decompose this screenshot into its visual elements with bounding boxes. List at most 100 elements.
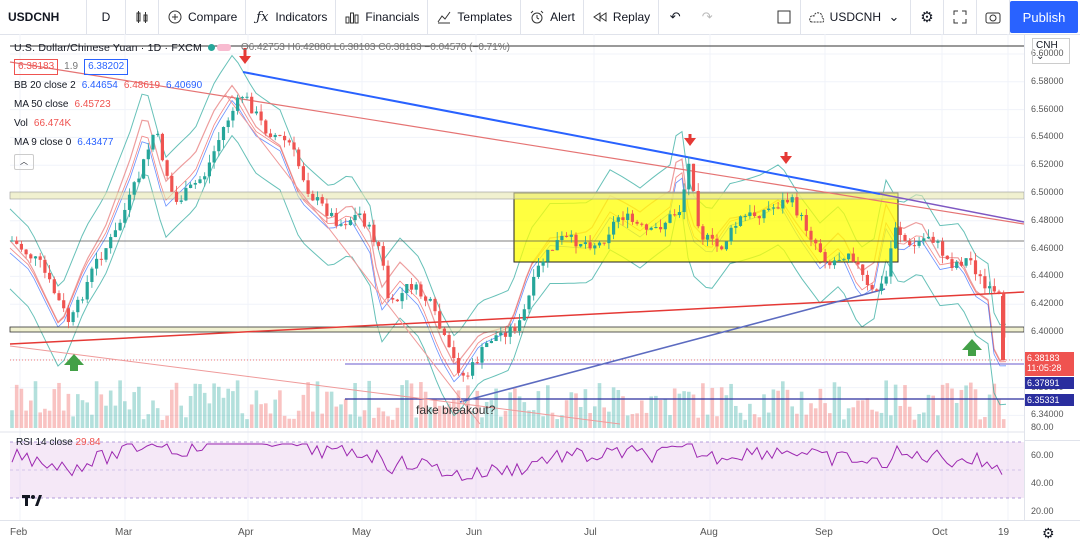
candle-body[interactable]: [442, 328, 446, 335]
candle-body[interactable]: [917, 241, 921, 246]
candle-body[interactable]: [776, 207, 780, 209]
candle-body[interactable]: [377, 242, 381, 247]
fake-breakout-note[interactable]: fake breakout?: [416, 403, 496, 417]
layout-name-button[interactable]: USDCNH ⌄: [801, 0, 911, 34]
last-candle[interactable]: [1001, 296, 1005, 360]
candle-body[interactable]: [160, 133, 164, 161]
candle-body[interactable]: [936, 241, 940, 243]
candle-body[interactable]: [997, 291, 1001, 294]
candle-body[interactable]: [414, 284, 418, 290]
candle-body[interactable]: [875, 289, 879, 291]
candle-body[interactable]: [602, 242, 606, 244]
last-price-tag[interactable]: 6.38183 11:05:28: [1025, 352, 1074, 376]
candle-body[interactable]: [682, 189, 686, 213]
candle-body[interactable]: [109, 237, 113, 249]
candle-body[interactable]: [297, 149, 301, 167]
candle-body[interactable]: [973, 260, 978, 275]
candle-body[interactable]: [522, 309, 526, 321]
candle-body[interactable]: [207, 162, 211, 177]
green-up-arrow-feb[interactable]: [64, 354, 84, 371]
candle-body[interactable]: [170, 175, 174, 192]
candle-body[interactable]: [546, 249, 550, 262]
candle-body[interactable]: [847, 253, 851, 260]
rsi-legend[interactable]: RSI 14 close 29.84: [16, 437, 101, 448]
candle-body[interactable]: [941, 241, 945, 256]
purple-falling-trendline[interactable]: [879, 193, 1024, 223]
candle-body[interactable]: [62, 300, 66, 309]
candle-body[interactable]: [372, 224, 376, 243]
candle-body[interactable]: [593, 245, 597, 249]
candle-body[interactable]: [828, 261, 832, 266]
candle-body[interactable]: [80, 299, 85, 301]
candle-body[interactable]: [691, 163, 696, 191]
candle-body[interactable]: [649, 227, 653, 230]
candle-body[interactable]: [884, 276, 888, 284]
legend-ma9-row[interactable]: MA 9 close 0 6.43477: [14, 133, 510, 152]
candle-body[interactable]: [724, 241, 728, 250]
candle-body[interactable]: [513, 326, 517, 331]
candle-body[interactable]: [438, 311, 442, 329]
candle-body[interactable]: [494, 335, 498, 341]
candle-body[interactable]: [287, 140, 291, 143]
legend-bb-row[interactable]: BB 20 close 2 6.44654 6.48619 6.40690: [14, 76, 510, 95]
candle-body[interactable]: [226, 120, 230, 128]
candle-body[interactable]: [738, 216, 743, 226]
candle-body[interactable]: [400, 293, 404, 302]
candle-body[interactable]: [903, 234, 907, 241]
candle-body[interactable]: [574, 234, 578, 247]
candle-body[interactable]: [527, 295, 531, 310]
candle-body[interactable]: [424, 296, 428, 301]
candle-body[interactable]: [677, 212, 681, 216]
candle-body[interactable]: [19, 243, 23, 250]
red-down-arrow-jul[interactable]: [684, 134, 696, 146]
candle-body[interactable]: [983, 276, 987, 289]
candle-body[interactable]: [565, 235, 569, 237]
symbol-search-button[interactable]: USDCNH: [0, 0, 87, 34]
candle-body[interactable]: [978, 274, 982, 277]
candle-body[interactable]: [433, 298, 437, 312]
candle-body[interactable]: [95, 258, 99, 269]
candle-body[interactable]: [663, 222, 667, 230]
candle-body[interactable]: [174, 191, 179, 202]
candle-body[interactable]: [15, 240, 19, 244]
candle-body[interactable]: [344, 224, 348, 226]
candle-body[interactable]: [861, 264, 865, 275]
candle-body[interactable]: [278, 134, 282, 136]
candle-body[interactable]: [659, 227, 663, 230]
candle-body[interactable]: [988, 286, 992, 289]
candle-body[interactable]: [607, 234, 611, 244]
candle-body[interactable]: [898, 227, 902, 235]
candle-body[interactable]: [757, 216, 761, 219]
candle-body[interactable]: [217, 140, 221, 152]
candle-body[interactable]: [428, 298, 432, 301]
legend-toggle[interactable]: [207, 44, 231, 51]
red-falling-trendline[interactable]: [9, 61, 1024, 225]
candle-body[interactable]: [696, 190, 700, 227]
candle-body[interactable]: [640, 223, 644, 225]
candle-body[interactable]: [151, 134, 155, 150]
resistance-zone[interactable]: [9, 191, 1024, 200]
candle-body[interactable]: [254, 111, 258, 114]
candle-body[interactable]: [955, 261, 959, 268]
candle-body[interactable]: [118, 222, 122, 231]
candle-body[interactable]: [339, 224, 343, 226]
candle-body[interactable]: [922, 238, 926, 242]
candle-body[interactable]: [729, 227, 733, 242]
candle-body[interactable]: [767, 208, 771, 211]
publish-button[interactable]: Publish: [1010, 1, 1078, 33]
candle-body[interactable]: [132, 182, 136, 195]
candle-body[interactable]: [311, 193, 315, 201]
candle-body[interactable]: [146, 149, 150, 160]
lower-channel-line[interactable]: [9, 345, 621, 425]
candle-body[interactable]: [405, 284, 409, 294]
chart-type-button[interactable]: [126, 0, 159, 34]
candle-body[interactable]: [461, 372, 465, 376]
candle-body[interactable]: [29, 254, 33, 259]
candle-body[interactable]: [353, 214, 357, 221]
candle-body[interactable]: [273, 134, 277, 138]
candle-body[interactable]: [560, 235, 564, 241]
candle-body[interactable]: [879, 283, 884, 291]
candle-body[interactable]: [687, 163, 691, 190]
candle-body[interactable]: [203, 176, 207, 180]
steep-channel-line[interactable]: [224, 93, 481, 425]
